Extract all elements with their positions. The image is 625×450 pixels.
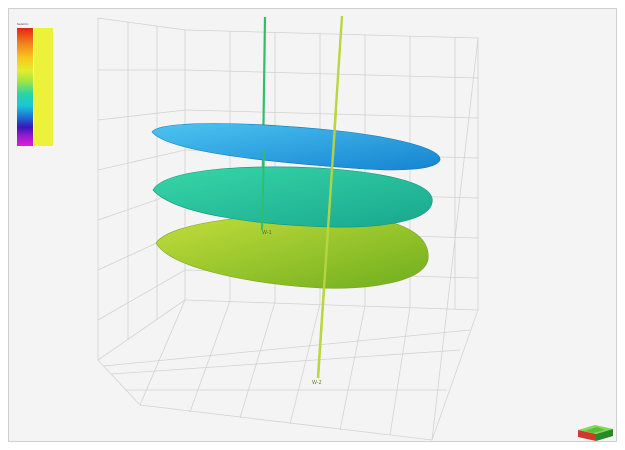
orientation-cube-icon[interactable] bbox=[575, 421, 617, 443]
well-1-front-segment bbox=[261, 149, 265, 231]
well-1-label: W-1 bbox=[262, 230, 272, 236]
horizon-bottom-surface[interactable] bbox=[155, 214, 429, 289]
legend-tick-strip bbox=[34, 28, 53, 146]
well-2-label: W-2 bbox=[312, 380, 322, 386]
horizon-middle-surface[interactable] bbox=[152, 166, 433, 228]
legend-color-bar bbox=[17, 28, 33, 146]
horizon-top-surface[interactable] bbox=[151, 123, 441, 171]
well-2-front-segment bbox=[316, 109, 338, 379]
color-legend: Seismic bbox=[15, 22, 53, 150]
legend-title: Seismic bbox=[17, 22, 29, 26]
